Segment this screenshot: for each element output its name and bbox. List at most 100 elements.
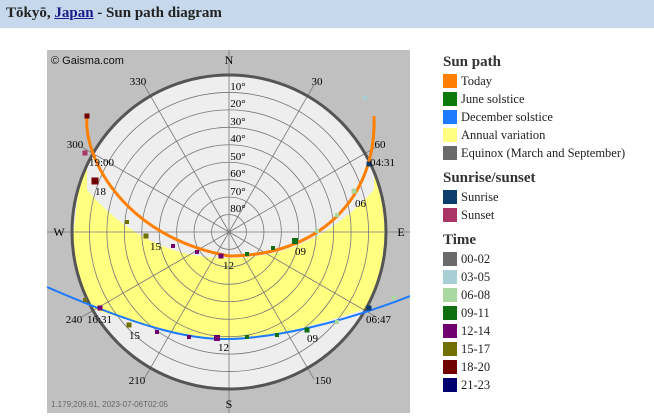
azimuth-line — [143, 231, 230, 380]
title-suffix: - Sun path diagram — [97, 5, 222, 21]
december-solstice-path — [47, 286, 410, 341]
elevation-label: 80° — [230, 203, 245, 215]
time-swatch — [443, 324, 457, 338]
azimuth-line — [228, 146, 377, 233]
legend-sunrise-sunset-title: Sunrise/sunset — [443, 170, 536, 186]
horizon-circle — [70, 73, 388, 391]
winter-sunrise-time: 06:47 — [366, 314, 392, 326]
legend-item-december: December solstice — [443, 108, 648, 126]
hour-marker — [143, 233, 149, 239]
hour-marker — [363, 96, 367, 100]
hour-marker — [155, 330, 159, 334]
legend-item-time-00-02: 00-02 — [443, 250, 648, 268]
footer-text: 1.179;209.61, 2023-07-06T02:05 — [51, 400, 169, 409]
polar-grid — [47, 50, 410, 413]
elevation-label: 60° — [230, 168, 245, 180]
hour-marker — [392, 296, 396, 300]
winter-hour-15: 15 — [129, 330, 141, 342]
today-hour-09: 09 — [295, 246, 307, 258]
hour-marker — [91, 177, 99, 185]
annual-swatch — [443, 128, 457, 142]
today-sunrise-time: 04:31 — [370, 157, 395, 169]
legend-item-time-03-05: 03-05 — [443, 268, 648, 286]
hour-marker — [335, 320, 339, 324]
hour-marker — [315, 229, 319, 233]
legend-sun-path-title: Sun path — [443, 54, 501, 70]
hour-marker — [366, 305, 372, 311]
hour-marker — [366, 161, 372, 167]
time-swatch — [443, 288, 457, 302]
hour-marker — [83, 298, 87, 302]
today-hour-12: 12 — [223, 260, 234, 272]
time-swatch — [443, 252, 457, 266]
compass-north: N — [225, 53, 234, 67]
hour-marker — [245, 252, 249, 256]
elevation-label: 70° — [230, 186, 245, 198]
legend-item-time-15-17: 15-17 — [443, 340, 648, 358]
legend-item-equinox: Equinox (March and September) — [443, 144, 648, 162]
hour-marker — [97, 305, 103, 311]
legend-item-sunrise: Sunrise — [443, 188, 648, 206]
time-swatch — [443, 378, 457, 392]
elevation-label: 50° — [230, 151, 245, 163]
elevation-label: 20° — [230, 98, 245, 110]
azimuth-line — [228, 231, 377, 318]
legend-item-june: June solstice — [443, 90, 648, 108]
legend-item-time-18-20: 18-20 — [443, 358, 648, 376]
hour-marker — [351, 188, 357, 194]
compass-south: S — [226, 397, 233, 411]
hour-marker — [171, 244, 175, 248]
today-sun-path — [85, 115, 376, 258]
today-hour-18: 18 — [95, 186, 107, 198]
hour-marker — [218, 253, 224, 259]
compass-west: W — [53, 225, 65, 239]
elevation-label: 10° — [230, 81, 245, 93]
hour-marker — [126, 322, 132, 328]
title-bar: Tōkyō, Japan - Sun path diagram — [0, 0, 654, 28]
azimuth-210: 210 — [129, 375, 146, 387]
azimuth-line — [81, 231, 230, 318]
azimuth-30: 30 — [312, 76, 324, 88]
legend-item-time-21-23: 21-23 — [443, 376, 648, 394]
page-title: Tōkyō, Japan - Sun path diagram — [6, 5, 222, 21]
sunrise-swatch — [443, 190, 457, 204]
time-swatch — [443, 342, 457, 356]
sunset-swatch — [443, 208, 457, 222]
azimuth-line — [81, 146, 230, 233]
elevation-label: 30° — [230, 116, 245, 128]
hour-marker — [292, 238, 298, 244]
compass-east: E — [397, 225, 404, 239]
legend-item-time-12-14: 12-14 — [443, 322, 648, 340]
hour-marker — [84, 113, 90, 119]
legend-item-today: Today — [443, 72, 648, 90]
june-swatch — [443, 92, 457, 106]
hour-marker — [82, 150, 88, 156]
azimuth-60: 60 — [375, 139, 387, 151]
today-swatch — [443, 74, 457, 88]
december-swatch — [443, 110, 457, 124]
time-swatch — [443, 360, 457, 374]
hour-marker — [214, 335, 220, 341]
today-sunset-time: 19:00 — [89, 157, 115, 169]
winter-sunset-time: 16:31 — [87, 314, 112, 326]
winter-hour-09: 09 — [307, 333, 319, 345]
legend: Sun path Today June solstice December so… — [443, 52, 648, 394]
azimuth-330: 330 — [130, 76, 147, 88]
azimuth-300: 300 — [67, 139, 84, 151]
sun-path-diagram: © Gaisma.com 1.179;209.61, 2023-07-06T02… — [47, 50, 410, 413]
legend-item-sunset: Sunset — [443, 206, 648, 224]
hour-marker — [304, 327, 310, 333]
hour-marker — [335, 213, 339, 217]
copyright-text: © Gaisma.com — [51, 55, 124, 67]
hour-marker — [245, 335, 249, 339]
legend-item-time-09-11: 09-11 — [443, 304, 648, 322]
time-swatch — [443, 270, 457, 284]
country-link[interactable]: Japan — [54, 5, 94, 21]
hour-marker — [195, 250, 199, 254]
city-name: Tōkyō — [6, 5, 47, 21]
legend-item-annual: Annual variation — [443, 126, 648, 144]
azimuth-line — [143, 84, 230, 233]
legend-item-time-06-08: 06-08 — [443, 286, 648, 304]
hour-marker — [271, 246, 275, 250]
annual-variation-area — [72, 116, 386, 338]
